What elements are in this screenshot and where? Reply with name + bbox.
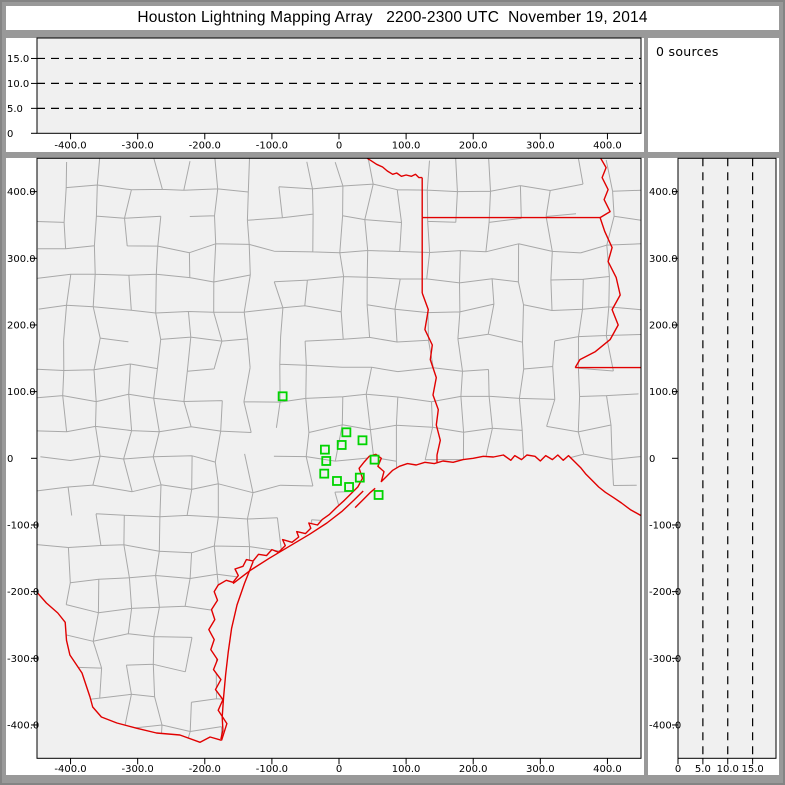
- plan-view-map-panel[interactable]: [6, 158, 644, 775]
- altitude-ew-cross-section-panel[interactable]: [6, 38, 644, 152]
- sources-count-label: 0 sources: [656, 44, 719, 59]
- window-title: Houston Lightning Mapping Array 2200-230…: [137, 9, 648, 26]
- sources-count-panel: 0 sources: [648, 38, 779, 152]
- title-bar: Houston Lightning Mapping Array 2200-230…: [6, 6, 779, 30]
- altitude-ns-cross-section-panel[interactable]: [648, 158, 779, 775]
